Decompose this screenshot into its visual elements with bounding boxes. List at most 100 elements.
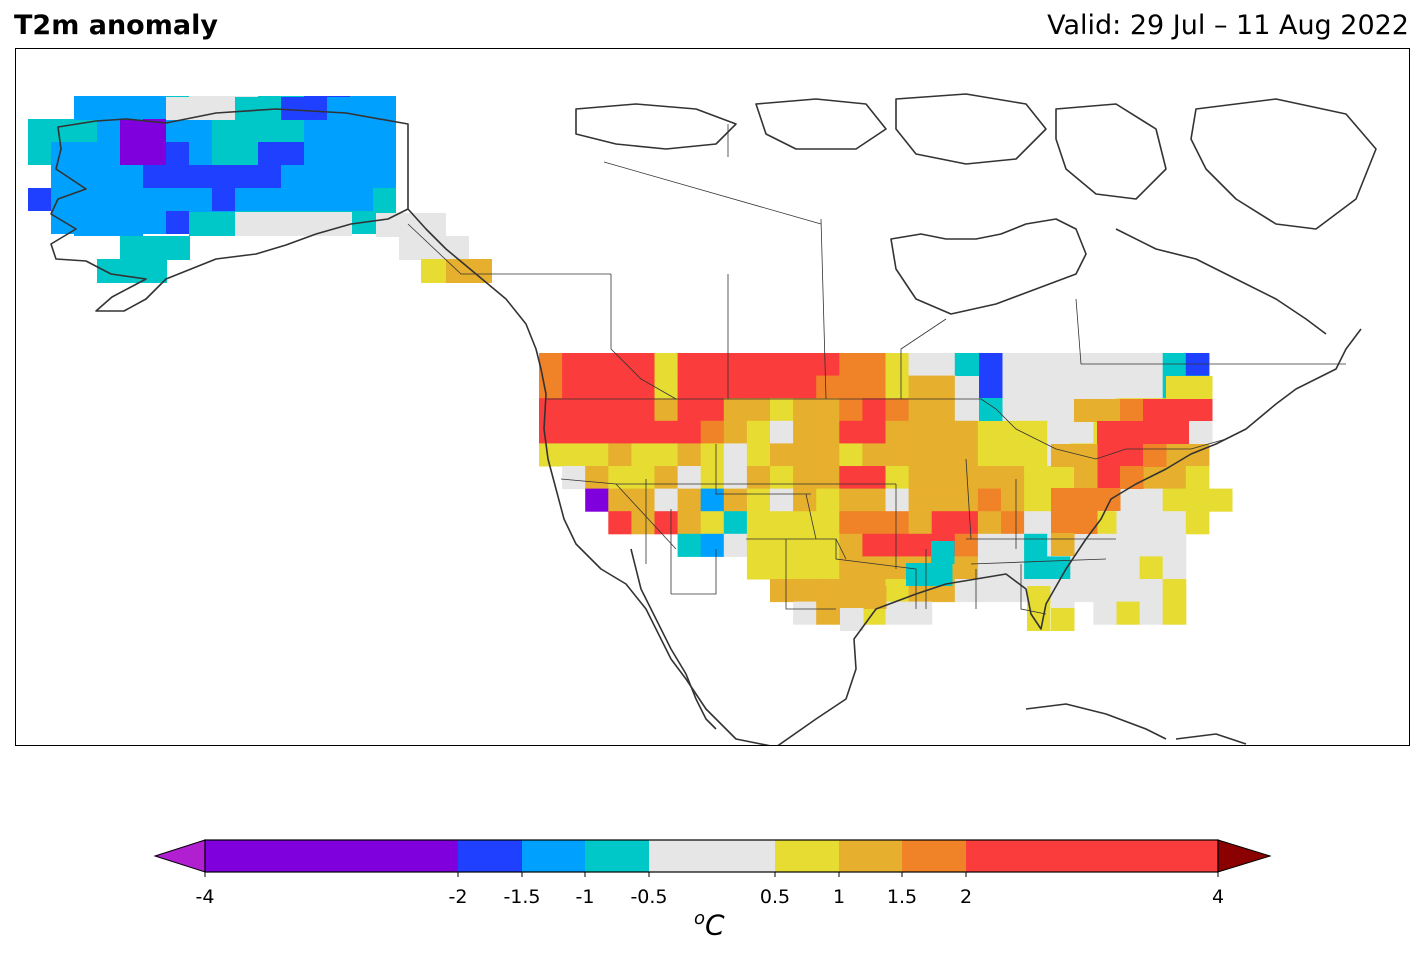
colorbar-under-extend	[153, 839, 206, 873]
anomaly-cell	[1143, 444, 1167, 467]
coastline-segment	[1055, 103, 1167, 200]
anomaly-cell	[816, 533, 840, 557]
map-panel[interactable]	[15, 48, 1410, 746]
anomaly-cell	[1093, 533, 1117, 557]
anomaly-cell	[1001, 420, 1025, 444]
anomaly-cell	[770, 398, 794, 422]
anomaly-cell	[327, 142, 350, 165]
anomaly-cell	[862, 466, 886, 490]
anomaly-cell	[608, 466, 632, 490]
anomaly-cell	[816, 398, 840, 422]
anomaly-cell	[1001, 353, 1025, 377]
anomaly-cell	[1139, 579, 1164, 603]
anomaly-cell	[446, 259, 492, 283]
coastline-segment	[1115, 228, 1327, 335]
anomaly-cell	[1070, 556, 1094, 580]
anomaly-cell	[862, 420, 886, 444]
anomaly-cell	[770, 579, 794, 603]
colorbar-tick-label: 0.5	[760, 886, 790, 905]
anomaly-cell	[97, 97, 120, 120]
anomaly-cell	[212, 188, 235, 211]
anomaly-cell	[1001, 375, 1025, 399]
border-line	[1075, 298, 1346, 365]
anomaly-cell	[1120, 444, 1144, 467]
anomaly-cell	[954, 533, 979, 557]
anomaly-cell	[862, 488, 886, 512]
anomaly-cell	[143, 142, 166, 165]
anomaly-cell	[631, 511, 655, 535]
anomaly-cell	[793, 443, 817, 467]
anomaly-cell	[1047, 375, 1071, 399]
anomaly-cell	[677, 398, 702, 422]
anomaly-cell	[120, 236, 190, 260]
anomaly-cell	[304, 119, 327, 142]
anomaly-cell	[770, 375, 794, 399]
anomaly-cell	[539, 443, 563, 467]
anomaly-cell	[908, 420, 933, 444]
anomaly-cell	[1051, 608, 1075, 631]
coastline-segment	[1025, 703, 1167, 740]
anomaly-cell	[931, 541, 955, 564]
anomaly-cell	[746, 488, 771, 512]
anomaly-cell	[166, 165, 189, 188]
anomaly-cell	[97, 259, 167, 283]
anomaly-cell	[631, 443, 655, 467]
border-line	[785, 539, 836, 610]
colorbar-ticks: -4 -2 -1.5 -1 -0.5 0.5 1 1.5 2 4	[196, 872, 1224, 905]
anomaly-cell	[281, 142, 304, 165]
anomaly-cell	[1139, 556, 1164, 580]
anomaly-map	[28, 93, 1377, 745]
anomaly-cell	[839, 420, 863, 444]
anomaly-cell	[839, 398, 863, 422]
anomaly-cell	[817, 586, 841, 609]
anomaly-cell	[746, 443, 771, 467]
anomaly-cell	[979, 353, 1003, 376]
anomaly-cell	[608, 375, 632, 399]
anomaly-cell	[1116, 511, 1141, 535]
border-line	[835, 539, 917, 609]
anomaly-cell	[1024, 353, 1048, 377]
coastline-segment	[895, 93, 1047, 165]
anomaly-cell	[166, 119, 189, 142]
anomaly-cell	[723, 375, 748, 399]
colorbar: -4 -2 -1.5 -1 -0.5 0.5 1 1.5 2 4	[153, 839, 1272, 905]
anomaly-cell	[770, 420, 794, 444]
coastline-segment	[777, 328, 1362, 745]
anomaly-cell	[1093, 353, 1117, 377]
anomaly-cell	[143, 165, 166, 188]
anomaly-cell	[677, 511, 702, 535]
anomaly-cell	[885, 353, 910, 377]
anomaly-cell	[189, 119, 212, 142]
anomaly-cell	[977, 466, 1002, 490]
anomaly-cell	[839, 556, 863, 580]
anomaly-cell	[956, 353, 980, 376]
anomaly-cell	[235, 165, 258, 188]
anomaly-cell	[212, 212, 235, 236]
anomaly-cell	[585, 466, 609, 490]
anomaly-cell	[562, 466, 586, 490]
anomaly-cell	[700, 443, 725, 467]
anomaly-cell	[723, 488, 748, 512]
anomaly-cell	[1070, 579, 1094, 603]
anomaly-cell	[1189, 399, 1213, 422]
border-line	[671, 549, 717, 595]
anomaly-cell	[327, 188, 350, 211]
anomaly-cell	[1116, 533, 1141, 557]
border-line	[603, 161, 822, 225]
anomaly-cell	[770, 556, 794, 580]
anomaly-cell	[1116, 601, 1141, 625]
anomaly-cell	[631, 466, 655, 490]
anomaly-cell	[1093, 601, 1117, 625]
anomaly-cell	[1139, 601, 1164, 625]
anomaly-cell	[1093, 556, 1117, 580]
anomaly-cell	[793, 601, 817, 625]
anomaly-cell	[840, 608, 864, 631]
anomaly-cell	[1116, 579, 1141, 603]
coastline-segment	[1175, 733, 1247, 745]
anomaly-cell	[862, 398, 886, 422]
anomaly-cell	[931, 511, 956, 535]
anomaly-cell	[770, 511, 794, 535]
anomaly-cell	[97, 188, 120, 211]
anomaly-cell	[1001, 579, 1025, 603]
border-line	[715, 444, 811, 495]
